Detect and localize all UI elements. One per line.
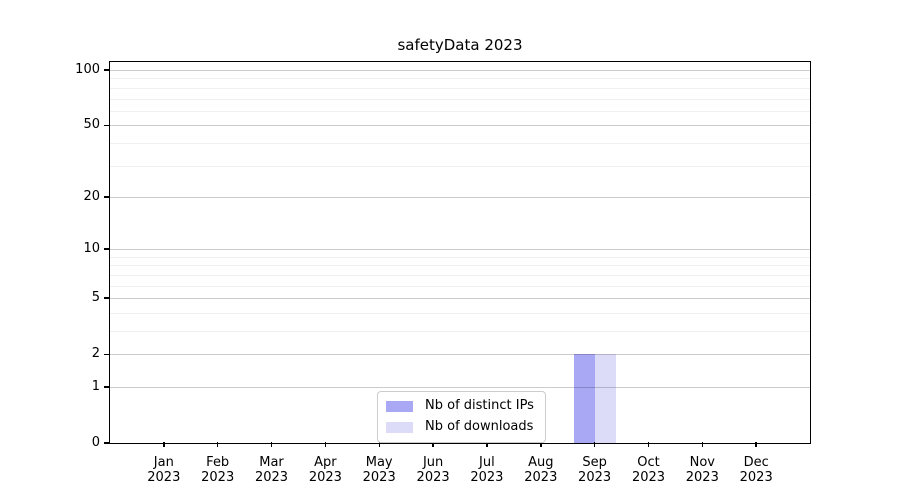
gridline-major (110, 196, 810, 198)
plot-area: Nb of distinct IPs Nb of downloads 0 1 2 5 1… (75, 61, 811, 485)
bar-nb-of-downloads-sep (594, 354, 616, 443)
x-tick-label: Feb 2023 (186, 455, 250, 485)
gridline-major (110, 70, 810, 71)
x-tick-year: 2023 (685, 470, 719, 485)
gridline-minor (110, 110, 810, 112)
x-axis-tick (486, 442, 488, 447)
gridline-minor (110, 331, 810, 332)
x-tick-year: 2023 (524, 470, 558, 485)
x-tick-label: Jan 2023 (132, 455, 196, 485)
x-tick-label: May 2023 (347, 455, 411, 485)
legend-swatch-distinct-ips (386, 400, 413, 412)
x-tick-month: Nov (689, 455, 715, 470)
y-tick-label: 20 (83, 188, 100, 204)
x-tick-year: 2023 (254, 470, 289, 485)
x-tick-year: 2023 (147, 470, 181, 485)
y-axis-tick (104, 248, 109, 250)
x-tick-year: 2023 (739, 470, 773, 485)
x-tick-month: Aug (528, 455, 554, 470)
x-axis-tick (755, 442, 757, 447)
y-axis-tick (104, 124, 109, 126)
y-axis-tick (104, 69, 109, 71)
x-axis-tick (163, 442, 165, 447)
gridline-major (110, 298, 810, 300)
gridline-major (110, 249, 810, 251)
x-tick-year: 2023 (578, 470, 612, 485)
x-tick-month: May (365, 455, 393, 470)
x-axis-tick (216, 442, 219, 447)
x-tick-label: Jun 2023 (401, 455, 465, 485)
x-tick-label: Apr 2023 (293, 455, 357, 485)
x-tick-year: 2023 (631, 470, 666, 485)
gridline-minor (110, 274, 810, 276)
gridline-minor (110, 312, 810, 314)
legend-item-downloads: Nb of downloads (386, 419, 534, 435)
bar-nb-of-distinct-ips-sep (573, 354, 595, 443)
x-tick-month: Jul (479, 455, 495, 470)
y-tick-label: 10 (83, 241, 100, 257)
gridline-minor (110, 142, 810, 144)
x-axis-tick (540, 442, 542, 447)
x-tick-month: Apr (314, 455, 337, 470)
x-tick-label: Aug 2023 (509, 455, 573, 485)
x-tick-label: Dec 2023 (724, 455, 788, 485)
y-axis-tick (104, 297, 109, 299)
x-tick-label: Oct 2023 (617, 455, 681, 485)
x-tick-month: Oct (637, 455, 660, 470)
x-tick-year: 2023 (362, 470, 396, 485)
x-tick-label: Jul 2023 (455, 455, 519, 485)
y-tick-label: 0 (91, 435, 100, 450)
x-tick-label: Mar 2023 (240, 455, 304, 485)
legend-label-downloads: Nb of downloads (425, 419, 534, 434)
gridline-major (110, 354, 810, 356)
x-tick-year: 2023 (201, 470, 235, 485)
x-tick-year: 2023 (470, 470, 504, 485)
gridline-minor (110, 87, 810, 89)
x-axis-tick (432, 442, 434, 447)
x-axis-tick (647, 442, 650, 447)
x-tick-month: Feb (206, 455, 230, 470)
x-tick-month: Sep (582, 455, 607, 470)
x-tick-month: Mar (259, 455, 284, 470)
x-axis-tick (324, 442, 327, 447)
x-axis-tick (701, 442, 704, 447)
gridline-minor (110, 165, 810, 167)
x-axis-tick (593, 442, 596, 447)
legend: Nb of distinct IPs Nb of downloads (377, 391, 546, 443)
gridline-minor (110, 265, 810, 267)
y-tick-label: 2 (91, 346, 100, 362)
legend-label-distinct-ips: Nb of distinct IPs (425, 398, 534, 413)
gridline-minor (110, 98, 810, 100)
x-tick-month: Jan (153, 455, 174, 470)
x-axis-tick (270, 442, 273, 447)
legend-swatch-downloads (386, 421, 413, 433)
chart-title: safetyData 2023 (397, 36, 523, 54)
x-tick-month: Jun (422, 455, 444, 470)
x-tick-month: Dec (743, 455, 769, 470)
x-tick-year: 2023 (416, 470, 450, 485)
x-axis-tick (378, 442, 380, 447)
gridline-major (110, 387, 810, 388)
y-axis-tick (104, 196, 109, 198)
gridline-major (110, 125, 810, 127)
gridline-minor (110, 285, 810, 287)
y-axis-tick (104, 386, 109, 388)
y-tick-label: 100 (75, 62, 100, 77)
y-tick-label: 1 (91, 379, 100, 394)
gridline-minor (110, 78, 810, 80)
legend-item-distinct-ips: Nb of distinct IPs (386, 398, 534, 414)
x-tick-label: Nov 2023 (670, 455, 734, 485)
gridline-minor (110, 256, 810, 258)
x-tick-year: 2023 (308, 470, 342, 485)
y-axis-tick (104, 353, 109, 355)
y-tick-label: 50 (83, 117, 100, 133)
y-tick-label: 5 (91, 290, 100, 306)
x-tick-label: Sep 2023 (563, 455, 627, 485)
y-axis-tick (104, 442, 109, 444)
